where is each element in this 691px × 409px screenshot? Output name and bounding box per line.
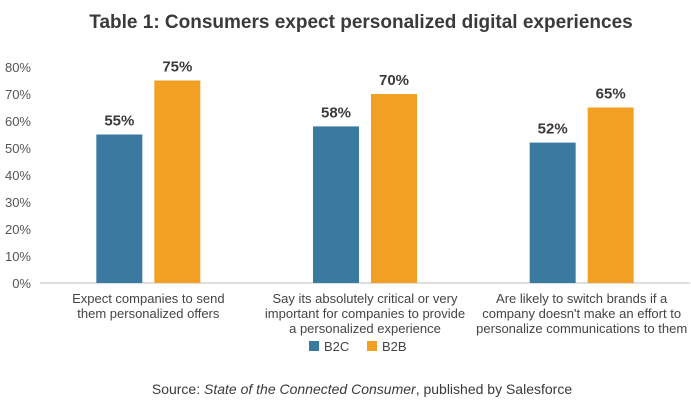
legend-swatch-b2b bbox=[367, 341, 377, 351]
category-label: Say its absolutely critical or very impor… bbox=[265, 291, 465, 336]
y-tick-label: 80% bbox=[5, 60, 31, 75]
y-tick-label: 20% bbox=[5, 222, 31, 237]
bar-b2c-2 bbox=[313, 126, 359, 284]
category-labels: Expect companies to send them personalize… bbox=[72, 291, 687, 336]
value-labels: 55% 75% 58% 70% 52% 65% bbox=[104, 59, 625, 138]
y-tick-label: 10% bbox=[5, 249, 31, 264]
source-prefix: Source: bbox=[152, 381, 204, 397]
bar-b2b-1 bbox=[154, 80, 201, 283]
source-title: State of the Connected Consumer bbox=[204, 381, 417, 397]
y-tick-label: 50% bbox=[5, 141, 31, 156]
y-tick-label: 60% bbox=[5, 114, 31, 129]
category-label: Expect companies to send them personalize… bbox=[72, 291, 224, 321]
legend-label-b2b: B2B bbox=[382, 339, 407, 354]
value-label: 65% bbox=[596, 86, 626, 103]
source-suffix: , published by Salesforce bbox=[416, 381, 573, 397]
legend: B2C B2B bbox=[309, 339, 407, 354]
bar-b2c-3 bbox=[529, 142, 576, 283]
bar-b2c-1 bbox=[96, 134, 143, 283]
y-axis: 0% 10% 20% 30% 40% 50% 60% 70% 80% bbox=[5, 60, 690, 291]
category-label: Are likely to switch brands if a company … bbox=[476, 291, 687, 336]
y-tick-label: 40% bbox=[5, 168, 31, 183]
value-label: 58% bbox=[321, 104, 351, 121]
source-note: Source: State of the Connected Consumer,… bbox=[152, 381, 572, 397]
bars bbox=[96, 80, 634, 284]
y-tick-label: 30% bbox=[5, 195, 31, 210]
value-label: 52% bbox=[538, 121, 568, 138]
value-label: 75% bbox=[162, 59, 192, 76]
y-tick-label: 0% bbox=[12, 276, 31, 291]
legend-label-b2c: B2C bbox=[324, 339, 349, 354]
legend-swatch-b2c bbox=[309, 341, 319, 351]
bar-b2b-3 bbox=[587, 107, 634, 283]
value-label: 55% bbox=[104, 113, 134, 130]
value-label: 70% bbox=[379, 72, 409, 89]
chart-title: Table 1: Consumers expect personalized d… bbox=[89, 12, 632, 33]
bar-b2b-2 bbox=[371, 94, 417, 283]
y-tick-label: 70% bbox=[5, 87, 31, 102]
